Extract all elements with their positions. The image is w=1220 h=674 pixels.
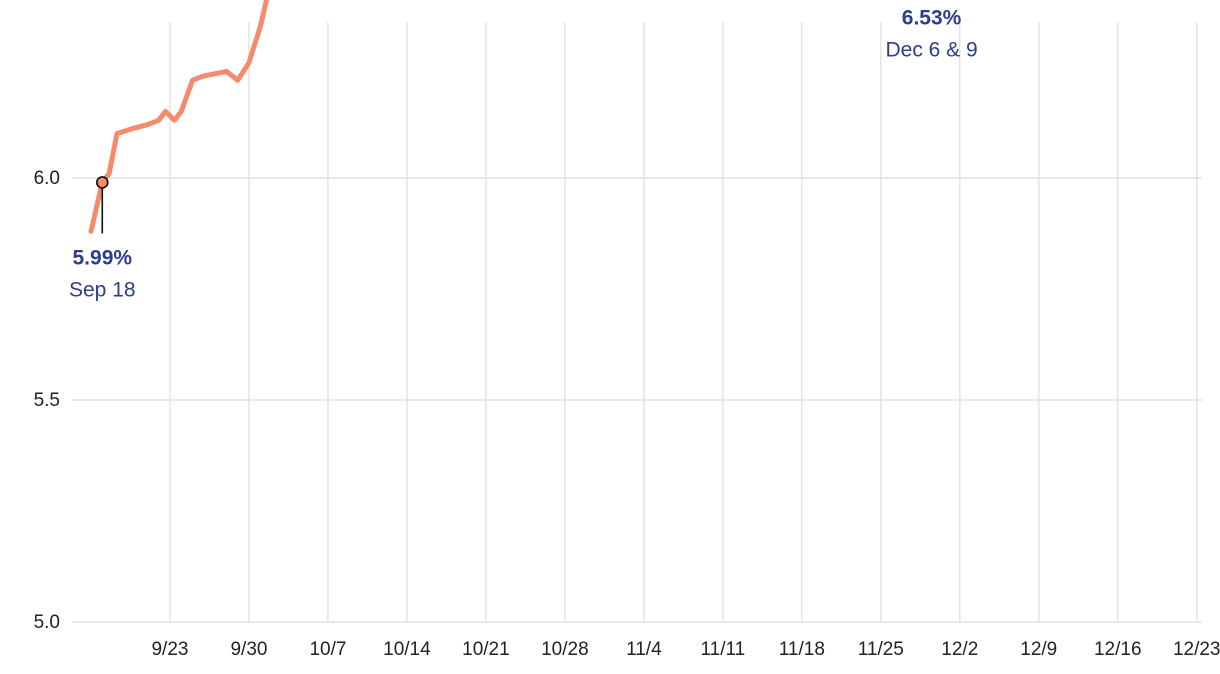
series-line-group — [88, 0, 270, 234]
annotation-date: Sep 18 — [69, 278, 136, 301]
x-tick-label: 9/23 — [151, 639, 188, 660]
y-axis-tick-labels: 5.05.56.06.57.07.5% — [34, 168, 60, 633]
x-tick-label: 10/14 — [383, 639, 431, 660]
annotation-leaders — [101, 188, 104, 234]
x-tick-label: 10/7 — [309, 639, 346, 660]
annotation-value: 5.99% — [73, 246, 133, 269]
y-tick-label: 5.0 — [34, 612, 60, 633]
x-axis-tick-labels: 9/23 9/30 10/7 10/14 10/21 10/28 11/4 11/11 11/1… — [151, 639, 1220, 660]
annotation-labels: 5.99%Sep 186.57%Oct 76.93%Nov 56.75%Nov … — [69, 7, 978, 302]
x-tick-label: 11/18 — [779, 639, 825, 660]
x-tick-label: 11/11 — [700, 639, 745, 660]
series-line — [88, 0, 270, 234]
x-tick-label: 12/2 — [941, 639, 978, 660]
y-tick-label: 6.0 — [34, 168, 60, 189]
x-tick-label: 11/25 — [858, 639, 904, 660]
y-tick-label: 5.5 — [34, 390, 60, 411]
x-tick-label: 10/28 — [541, 639, 589, 660]
annotation-markers — [95, 176, 109, 189]
annotation-date: Dec 6 & 9 — [885, 39, 977, 62]
x-tick-label: 12/16 — [1094, 639, 1142, 660]
x-tick-label: 9/30 — [230, 639, 267, 660]
x-tick-label: 11/4 — [626, 639, 662, 660]
x-tick-label: 12/23 — [1173, 639, 1220, 660]
x-tick-label: 12/9 — [1020, 639, 1057, 660]
annotation-value: 6.53% — [902, 7, 962, 30]
gridlines — [72, 22, 1202, 623]
x-tick-label: 10/21 — [462, 639, 510, 660]
annotation-marker — [95, 176, 109, 189]
